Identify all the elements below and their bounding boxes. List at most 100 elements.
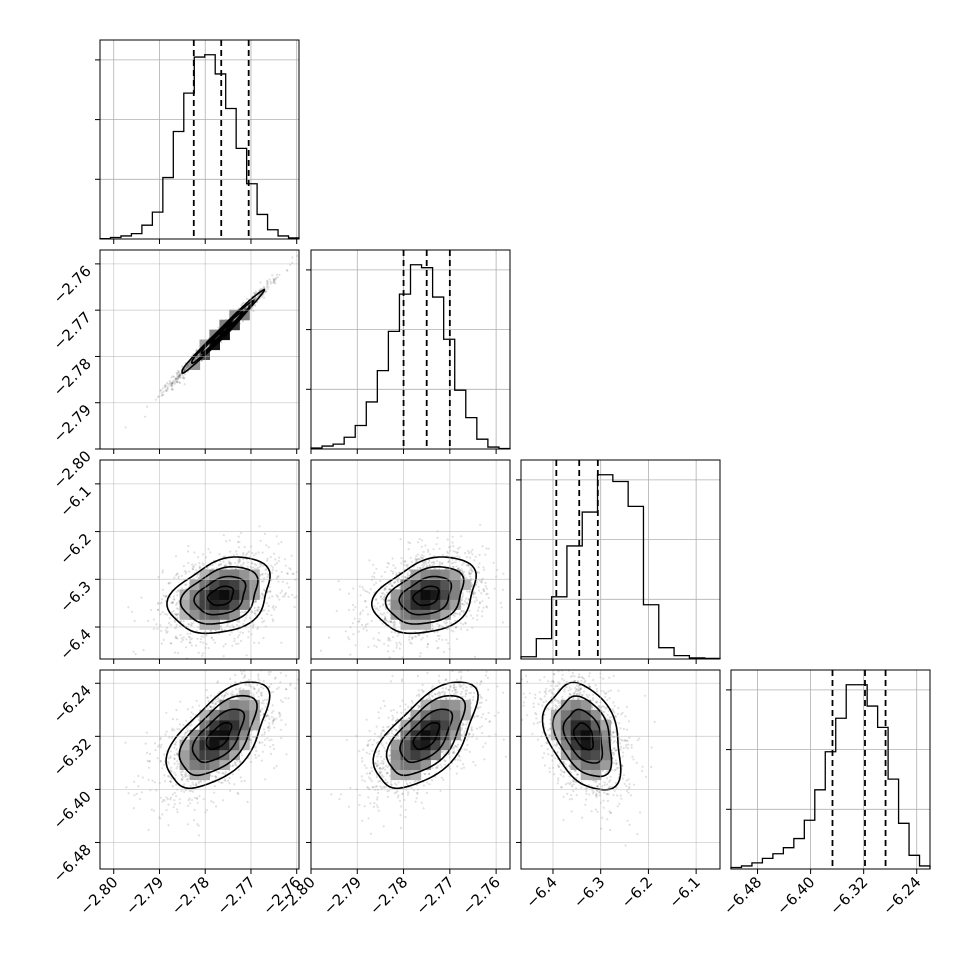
- sample-point: [167, 582, 170, 585]
- sample-point: [174, 378, 177, 381]
- sample-point: [226, 779, 230, 783]
- scatter-panel-1-2: [306, 459, 511, 664]
- sample-point: [269, 590, 272, 593]
- sample-point: [276, 276, 279, 279]
- sample-point: [215, 567, 218, 570]
- sample-point: [436, 622, 439, 626]
- sample-point: [377, 631, 380, 634]
- sample-point: [290, 554, 293, 557]
- sample-point: [190, 622, 193, 625]
- sample-point: [222, 555, 225, 558]
- sample-point: [224, 643, 227, 646]
- sample-point: [173, 753, 176, 757]
- sample-point: [485, 593, 488, 596]
- sample-point: [467, 564, 470, 567]
- sample-point: [276, 687, 279, 691]
- sample-point: [210, 636, 214, 639]
- sample-point: [178, 381, 181, 384]
- sample-point: [164, 390, 167, 393]
- sample-point: [277, 559, 280, 563]
- sample-point: [392, 650, 395, 653]
- density-cell: [199, 579, 210, 590]
- density-contour: [193, 575, 247, 616]
- sample-point: [357, 630, 360, 633]
- sample-point: [254, 600, 257, 603]
- sample-point: [161, 813, 164, 816]
- sample-point: [468, 573, 471, 576]
- sample-point: [398, 647, 401, 650]
- sample-point: [174, 555, 178, 558]
- sample-point: [261, 551, 264, 554]
- sample-point: [156, 627, 159, 630]
- sample-point: [428, 565, 431, 568]
- sample-point: [207, 548, 210, 551]
- sample-point: [237, 560, 240, 563]
- sample-point: [261, 621, 264, 624]
- sample-point: [391, 557, 394, 560]
- sample-point: [189, 632, 192, 635]
- sample-point: [167, 622, 171, 625]
- sample-point: [279, 681, 282, 684]
- sample-point: [224, 771, 227, 774]
- sample-point: [260, 597, 263, 600]
- sample-point: [393, 581, 396, 585]
- sample-point: [373, 644, 376, 647]
- sample-point: [472, 593, 475, 596]
- sample-point: [388, 599, 391, 602]
- sample-point: [421, 556, 424, 560]
- sample-point: [257, 688, 261, 691]
- sample-point: [132, 650, 135, 653]
- sample-point: [415, 558, 418, 561]
- sample-point: [358, 620, 361, 623]
- sample-point: [180, 637, 183, 640]
- sample-point: [265, 290, 268, 293]
- sample-point: [452, 565, 455, 568]
- sample-point: [194, 644, 198, 647]
- sample-point: [195, 348, 198, 351]
- sample-point: [438, 637, 441, 641]
- sample-point: [470, 585, 473, 588]
- sample-point: [173, 729, 176, 732]
- sample-point: [268, 686, 271, 689]
- sample-point: [200, 359, 203, 362]
- sample-point: [191, 568, 194, 571]
- sample-point: [385, 619, 388, 622]
- sample-point: [167, 775, 170, 778]
- sample-point: [279, 671, 282, 675]
- sample-point: [459, 622, 462, 625]
- sample-point: [177, 375, 180, 378]
- density-cell: [450, 599, 461, 610]
- sample-point: [454, 561, 457, 564]
- sample-point: [256, 606, 260, 609]
- sample-point: [251, 306, 254, 309]
- sample-point: [228, 539, 231, 542]
- sample-point: [431, 627, 434, 631]
- sample-point: [352, 587, 355, 590]
- sample-point: [278, 711, 281, 714]
- panel-frame: [730, 669, 931, 870]
- sample-point: [286, 582, 289, 585]
- sample-point: [463, 600, 467, 603]
- density-cell: [430, 599, 441, 610]
- panel-frame: [520, 459, 721, 660]
- sample-point: [268, 596, 271, 599]
- sample-point: [245, 297, 248, 300]
- sample-point: [261, 593, 264, 596]
- sample-point: [413, 635, 416, 638]
- sample-point: [127, 606, 130, 609]
- density-cell: [179, 599, 191, 610]
- sample-point: [240, 670, 243, 673]
- sample-point: [253, 606, 256, 610]
- density-contour: [384, 566, 465, 625]
- sample-point: [300, 564, 302, 566]
- sample-point: [253, 609, 256, 612]
- sample-point: [251, 551, 254, 555]
- sample-point: [433, 567, 436, 570]
- sample-point: [463, 574, 466, 578]
- sample-point: [393, 631, 397, 634]
- sample-point: [279, 591, 282, 594]
- density-contour: [200, 310, 244, 355]
- sample-point: [416, 566, 419, 569]
- sample-point: [174, 574, 177, 577]
- sample-point: [358, 585, 361, 588]
